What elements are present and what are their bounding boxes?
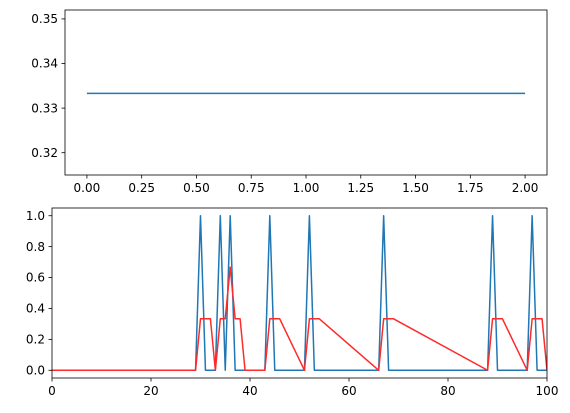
y-tick-label: 0.2 — [26, 333, 45, 347]
y-tick-label: 0.8 — [26, 240, 45, 254]
series-line-1 — [52, 214, 547, 372]
y-tick-label: 1.0 — [26, 209, 45, 223]
x-tick-label: 0.50 — [183, 181, 210, 195]
x-tick-label: 0.25 — [128, 181, 155, 195]
x-tick-label: 1.25 — [347, 181, 374, 195]
x-tick-label: 0.00 — [74, 181, 101, 195]
x-tick-label: 1.50 — [402, 181, 429, 195]
x-tick-label: 1.00 — [293, 181, 320, 195]
series-line-2 — [52, 266, 547, 372]
y-tick-label: 0.6 — [26, 271, 45, 285]
axes-frame — [51, 207, 548, 379]
x-tick-label: 60 — [341, 384, 356, 398]
x-tick-label: 40 — [242, 384, 257, 398]
x-tick-label: 100 — [536, 384, 559, 398]
x-tick-label: 80 — [440, 384, 455, 398]
x-tick-label: 0.75 — [238, 181, 265, 195]
x-tick-label: 1.75 — [457, 181, 484, 195]
bottom-chart: 0 20 40 60 80 100 0.0 0.2 0.4 0.6 0.8 1.0 — [26, 207, 559, 398]
y-tick-label: 0.35 — [31, 12, 58, 26]
x-tick-label: 2.00 — [512, 181, 539, 195]
y-tick-label: 0.32 — [31, 146, 58, 160]
axes-frame — [64, 9, 548, 176]
y-tick-label: 0.34 — [31, 57, 58, 71]
y-tick-label: 0.0 — [26, 363, 45, 377]
top-chart: 0.00 0.25 0.50 0.75 1.00 1.25 1.50 1.75 2.00 0.32… — [31, 9, 548, 195]
y-tick-label: 0.4 — [26, 302, 45, 316]
x-tick-label: 20 — [143, 384, 158, 398]
x-tick-label: 0 — [48, 384, 56, 398]
y-tick-label: 0.33 — [31, 101, 58, 115]
